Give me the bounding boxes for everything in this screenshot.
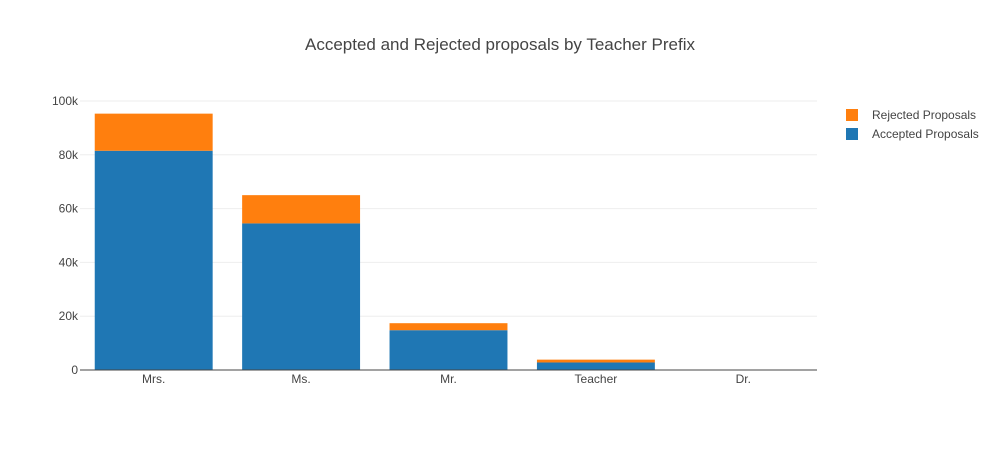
chart-title: Accepted and Rejected proposals by Teach… bbox=[305, 35, 695, 54]
y-tick-label: 100k bbox=[52, 94, 79, 108]
x-tick-label: Ms. bbox=[291, 372, 310, 386]
x-tick-label: Mr. bbox=[440, 372, 457, 386]
y-tick-label: 80k bbox=[59, 148, 79, 162]
legend: Rejected Proposals Accepted Proposals bbox=[846, 108, 979, 141]
legend-label[interactable]: Rejected Proposals bbox=[872, 108, 976, 122]
x-tick-label: Mrs. bbox=[142, 372, 165, 386]
y-tick-label: 20k bbox=[59, 309, 79, 323]
bar-rejected[interactable] bbox=[94, 113, 213, 151]
bar-rejected[interactable] bbox=[536, 359, 655, 363]
y-tick-label: 0 bbox=[71, 363, 78, 377]
bar-accepted[interactable] bbox=[536, 362, 655, 370]
bars bbox=[94, 113, 803, 370]
bar-accepted[interactable] bbox=[94, 150, 213, 370]
legend-swatch[interactable] bbox=[846, 109, 858, 121]
bar-accepted[interactable] bbox=[389, 330, 508, 370]
y-axis-ticks: 0 20k 40k 60k 80k 100k bbox=[52, 94, 79, 377]
x-tick-label: Dr. bbox=[736, 372, 751, 386]
x-tick-label: Teacher bbox=[575, 372, 618, 386]
bar-accepted[interactable] bbox=[242, 223, 361, 370]
legend-swatch[interactable] bbox=[846, 128, 858, 140]
bar-rejected[interactable] bbox=[242, 195, 361, 224]
bar-rejected[interactable] bbox=[389, 323, 508, 331]
y-tick-label: 60k bbox=[59, 202, 79, 216]
x-axis-ticks: Mrs. Ms. Mr. Teacher Dr. bbox=[142, 372, 751, 386]
legend-label[interactable]: Accepted Proposals bbox=[872, 127, 979, 141]
y-tick-label: 40k bbox=[59, 255, 79, 269]
